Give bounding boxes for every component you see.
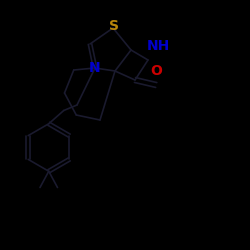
Text: O: O: [150, 64, 162, 78]
Text: S: S: [109, 19, 119, 33]
Text: N: N: [89, 60, 101, 74]
Text: NH: NH: [147, 39, 171, 53]
